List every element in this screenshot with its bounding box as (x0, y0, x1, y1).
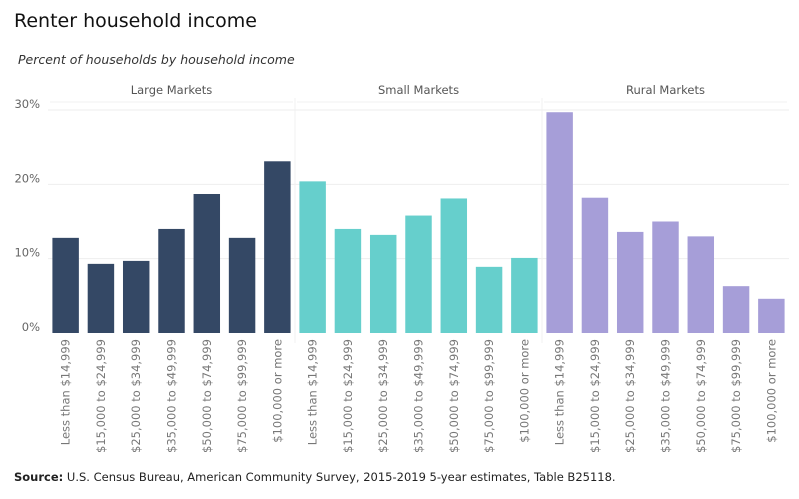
x-tick-label: $50,000 to $74,999 (447, 339, 461, 453)
chart-subtitle: Percent of households by household incom… (18, 52, 295, 67)
x-tick-label: $100,000 or more (270, 339, 284, 443)
x-tick-label: $50,000 to $74,999 (694, 339, 708, 453)
x-tick-label: Less than $14,999 (59, 339, 73, 445)
x-tick-label: $75,000 to $99,999 (729, 339, 743, 453)
x-tick-label: $75,000 to $99,999 (235, 339, 249, 453)
x-tick-label: $25,000 to $34,999 (129, 339, 143, 453)
bar (758, 298, 785, 333)
x-tick-label: $25,000 to $34,999 (623, 339, 637, 453)
x-tick-label: Less than $14,999 (553, 339, 567, 445)
x-tick-label: $35,000 to $49,999 (165, 339, 179, 453)
y-tick-label: 0% (22, 320, 40, 334)
bar (369, 234, 397, 333)
bar (193, 193, 221, 333)
x-tick-label: $35,000 to $49,999 (659, 339, 673, 453)
bar (52, 237, 79, 333)
bar (511, 257, 538, 333)
x-tick-label: $15,000 to $24,999 (588, 339, 602, 453)
x-tick-label: $25,000 to $34,999 (376, 339, 390, 453)
bar (546, 112, 573, 333)
y-tick-label: 10% (14, 246, 40, 260)
bar (722, 286, 750, 333)
y-tick-label: 30% (14, 97, 40, 111)
y-tick-label: 20% (14, 171, 40, 185)
bar (440, 198, 468, 333)
bar (475, 266, 503, 333)
panel-title: Large Markets (131, 83, 213, 97)
bar (616, 231, 644, 333)
x-tick-label: $100,000 or more (764, 339, 778, 443)
x-tick-label: Less than $14,999 (306, 339, 320, 445)
source-note: Source: U.S. Census Bureau, American Com… (14, 470, 616, 484)
x-tick-label: $75,000 to $99,999 (482, 339, 496, 453)
bar (334, 228, 362, 333)
bar (405, 215, 432, 333)
chart-title: Renter household income (14, 10, 258, 32)
panel-title: Rural Markets (626, 83, 705, 97)
x-tick-label: $35,000 to $49,999 (412, 339, 426, 453)
bar (299, 181, 326, 333)
bar (158, 228, 185, 333)
bar (264, 161, 291, 333)
x-tick-label: $100,000 or more (517, 339, 531, 443)
bar (228, 237, 256, 333)
bar (581, 197, 609, 333)
bar (687, 236, 715, 333)
x-tick-label: $15,000 to $24,999 (94, 339, 108, 453)
source-label: Source: (14, 470, 64, 484)
panel-title: Small Markets (378, 83, 459, 97)
bar (652, 221, 679, 333)
x-tick-label: $50,000 to $74,999 (200, 339, 214, 453)
source-text: U.S. Census Bureau, American Community S… (66, 470, 616, 484)
bar (87, 263, 115, 333)
x-tick-label: $15,000 to $24,999 (341, 339, 355, 453)
bar (122, 260, 150, 333)
